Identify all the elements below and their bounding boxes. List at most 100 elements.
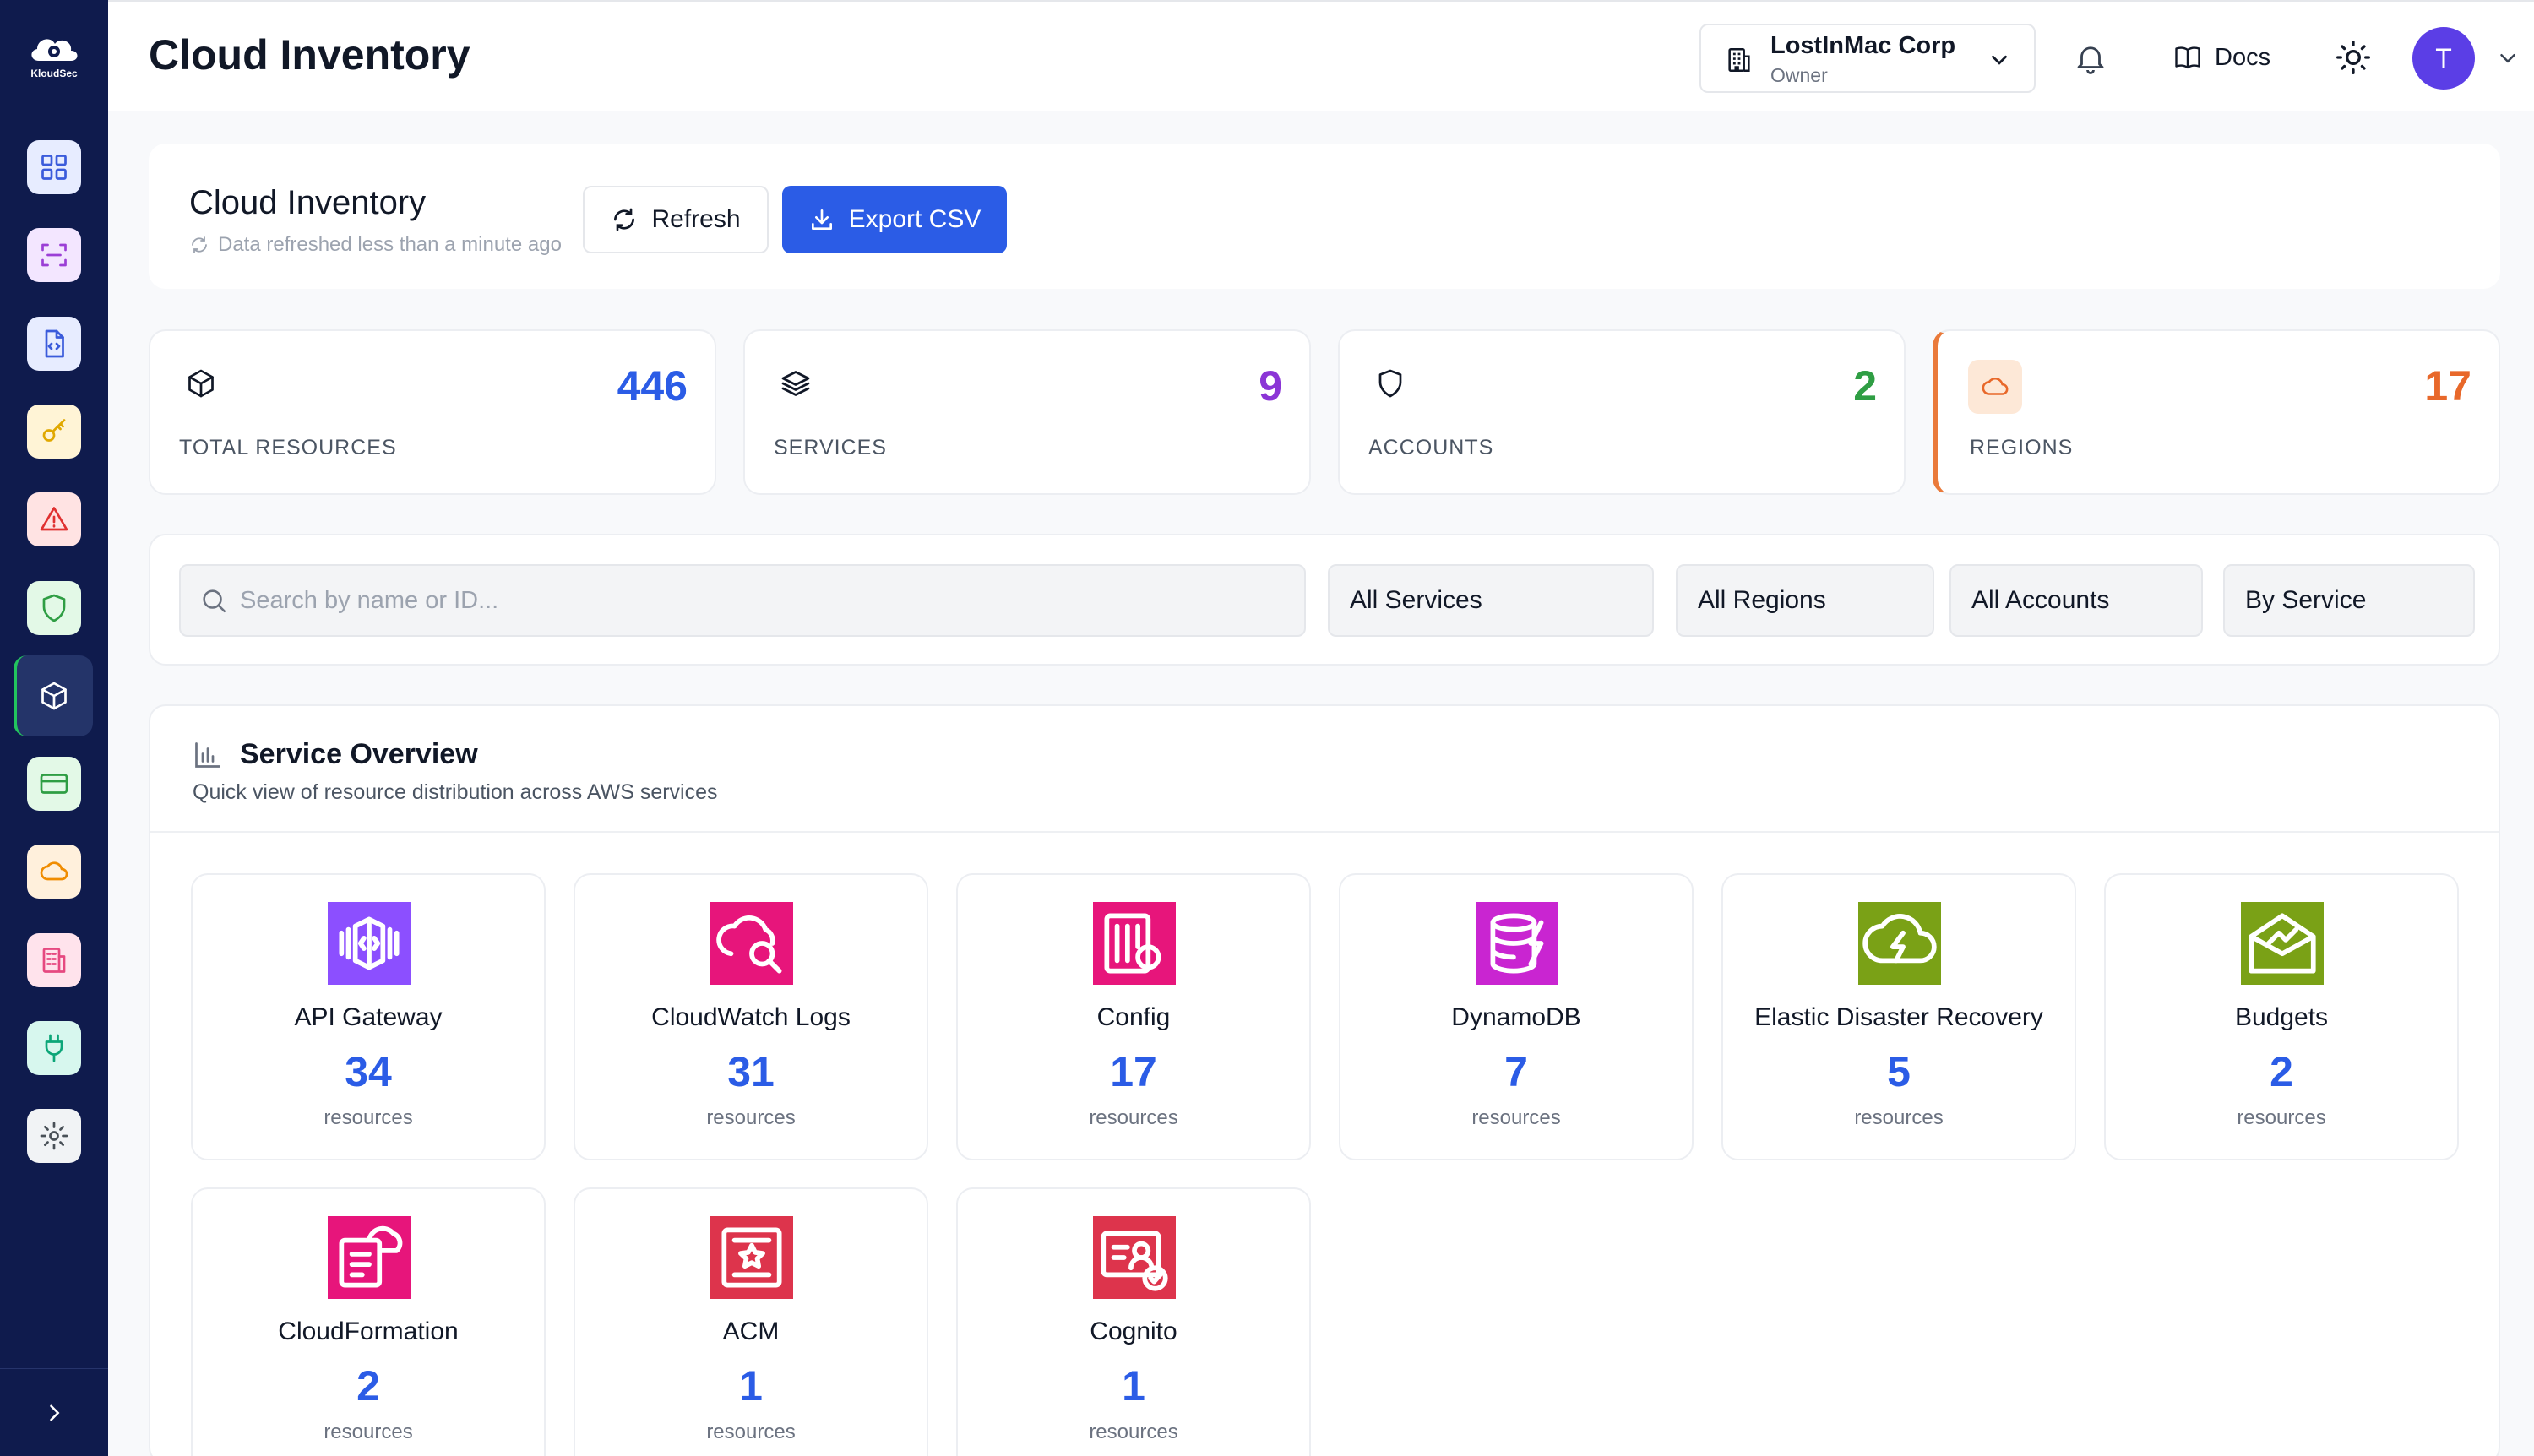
service-card[interactable]: Elastic Disaster Recovery 5 resources bbox=[1721, 873, 2076, 1160]
cube-icon bbox=[188, 369, 214, 398]
inventory-header-card: Cloud Inventory Data refreshed less than… bbox=[149, 144, 2500, 289]
service-name: Budgets bbox=[2234, 1003, 2329, 1031]
service-card[interactable]: CloudWatch Logs 31 resources bbox=[574, 873, 928, 1160]
refresh-icon bbox=[614, 208, 635, 231]
code-file-icon bbox=[45, 329, 64, 357]
cloudwatch-logs-icon bbox=[710, 902, 793, 985]
sidebar-nav-cloud[interactable] bbox=[27, 845, 81, 899]
service-card[interactable]: Budgets 2 resources bbox=[2104, 873, 2459, 1160]
sidebar-nav-key[interactable] bbox=[27, 404, 81, 459]
cloud-logo-icon bbox=[31, 38, 78, 61]
building-icon bbox=[42, 947, 66, 973]
sidebar-nav-dashboard[interactable] bbox=[27, 140, 81, 194]
user-menu-chevron-icon[interactable] bbox=[2495, 46, 2520, 71]
building-icon bbox=[1728, 47, 1750, 73]
service-card[interactable]: Cognito 1 resources bbox=[956, 1187, 1311, 1456]
service-count-unit: resources bbox=[706, 1106, 796, 1129]
dashboard-icon bbox=[41, 155, 67, 180]
plug-icon bbox=[45, 1034, 63, 1062]
refresh-status: Data refreshed less than a minute ago bbox=[189, 233, 562, 257]
service-name: CloudFormation bbox=[278, 1317, 459, 1345]
api-gateway-icon bbox=[328, 902, 411, 985]
stat-label: SERVICES bbox=[774, 436, 887, 459]
card-icon bbox=[40, 774, 68, 794]
sidebar-nav-box[interactable] bbox=[27, 668, 81, 723]
sidebar-nav-shield[interactable] bbox=[27, 580, 81, 635]
service-count: 31 bbox=[727, 1048, 775, 1095]
accounts-filter-select[interactable]: All Accounts bbox=[1949, 564, 2203, 637]
sidebar-nav-gear[interactable] bbox=[27, 1109, 81, 1164]
stat-value: 17 bbox=[2424, 362, 2471, 410]
sidebar-nav-scan[interactable] bbox=[27, 228, 81, 283]
sidebar-nav-alert[interactable] bbox=[27, 492, 81, 547]
sidebar-nav-code-file[interactable] bbox=[27, 316, 81, 371]
disaster-recovery-icon bbox=[1858, 902, 1941, 985]
service-name: Elastic Disaster Recovery bbox=[1754, 1003, 2043, 1031]
service-count-unit: resources bbox=[2237, 1106, 2326, 1129]
service-count: 7 bbox=[1504, 1048, 1528, 1095]
service-name: API Gateway bbox=[294, 1003, 443, 1031]
notifications-bell-icon[interactable] bbox=[2073, 41, 2108, 76]
refresh-label: Refresh bbox=[651, 205, 741, 233]
scan-icon bbox=[41, 243, 67, 267]
stat-value: 2 bbox=[1853, 362, 1877, 410]
service-card[interactable]: Config 17 resources bbox=[956, 873, 1311, 1160]
service-card[interactable]: CloudFormation 2 resources bbox=[191, 1187, 546, 1456]
sidebar-nav-building[interactable] bbox=[27, 932, 81, 987]
shield-outline-icon bbox=[1378, 369, 1402, 398]
refresh-status-text: Data refreshed less than a minute ago bbox=[218, 233, 562, 256]
config-icon bbox=[1093, 902, 1176, 985]
service-count: 5 bbox=[1887, 1048, 1911, 1095]
stat-value: 446 bbox=[617, 362, 688, 410]
box-icon bbox=[41, 682, 67, 710]
app-logo[interactable]: KloudSec bbox=[0, 0, 108, 111]
refresh-button[interactable]: Refresh bbox=[583, 186, 769, 253]
book-icon bbox=[2175, 46, 2200, 69]
org-name: LostInMac Corp bbox=[1770, 32, 1956, 59]
services-filter-select[interactable]: All Services bbox=[1328, 564, 1654, 637]
service-count: 2 bbox=[356, 1362, 380, 1410]
service-count-unit: resources bbox=[1089, 1421, 1178, 1443]
service-overview-panel: Service Overview Quick view of resource … bbox=[149, 704, 2500, 1456]
shield-icon bbox=[42, 594, 66, 622]
service-card[interactable]: ACM 1 resources bbox=[574, 1187, 928, 1456]
sidebar-expand-button[interactable] bbox=[0, 1368, 108, 1456]
service-card[interactable]: API Gateway 34 resources bbox=[191, 873, 546, 1160]
regions-filter-select[interactable]: All Regions bbox=[1676, 564, 1934, 637]
stat-label: TOTAL RESOURCES bbox=[179, 436, 397, 459]
stat-label: ACCOUNTS bbox=[1368, 436, 1494, 459]
sync-icon bbox=[192, 236, 207, 253]
service-card[interactable]: DynamoDB 7 resources bbox=[1339, 873, 1694, 1160]
service-overview-title: Service Overview bbox=[240, 738, 478, 770]
group-by-select[interactable]: By Service bbox=[2223, 564, 2475, 637]
chevron-down-icon bbox=[1992, 55, 2007, 65]
service-count-unit: resources bbox=[706, 1421, 796, 1443]
service-count-unit: resources bbox=[324, 1421, 413, 1443]
sidebar-nav-card[interactable] bbox=[27, 757, 81, 812]
service-name: CloudWatch Logs bbox=[651, 1003, 851, 1031]
service-count: 1 bbox=[739, 1362, 763, 1410]
budgets-icon bbox=[2241, 902, 2324, 985]
search-icon bbox=[203, 589, 226, 613]
gear-icon bbox=[40, 1122, 68, 1150]
service-count: 1 bbox=[1122, 1362, 1145, 1410]
export-csv-button[interactable]: Export CSV bbox=[782, 186, 1007, 253]
acm-icon bbox=[710, 1216, 793, 1299]
stat-value: 9 bbox=[1259, 362, 1282, 410]
service-count: 2 bbox=[2270, 1048, 2293, 1095]
search-box[interactable] bbox=[179, 564, 1306, 637]
download-icon bbox=[811, 209, 832, 230]
stat-card-services: 9 SERVICES bbox=[743, 329, 1311, 495]
docs-link[interactable]: Docs bbox=[2172, 37, 2270, 78]
sidebar-nav-plug[interactable] bbox=[27, 1021, 81, 1075]
section-title: Cloud Inventory bbox=[189, 184, 427, 221]
user-avatar[interactable]: T bbox=[2412, 27, 2475, 90]
chevron-right-icon bbox=[50, 1404, 60, 1421]
service-count-unit: resources bbox=[1854, 1106, 1944, 1129]
cognito-icon bbox=[1093, 1216, 1176, 1299]
cloud-icon bbox=[1968, 360, 2022, 414]
theme-toggle-sun-icon[interactable] bbox=[2335, 39, 2372, 76]
service-count-unit: resources bbox=[324, 1106, 413, 1129]
organization-selector[interactable]: LostInMac Corp Owner bbox=[1699, 24, 2036, 93]
search-input[interactable] bbox=[240, 566, 1287, 635]
